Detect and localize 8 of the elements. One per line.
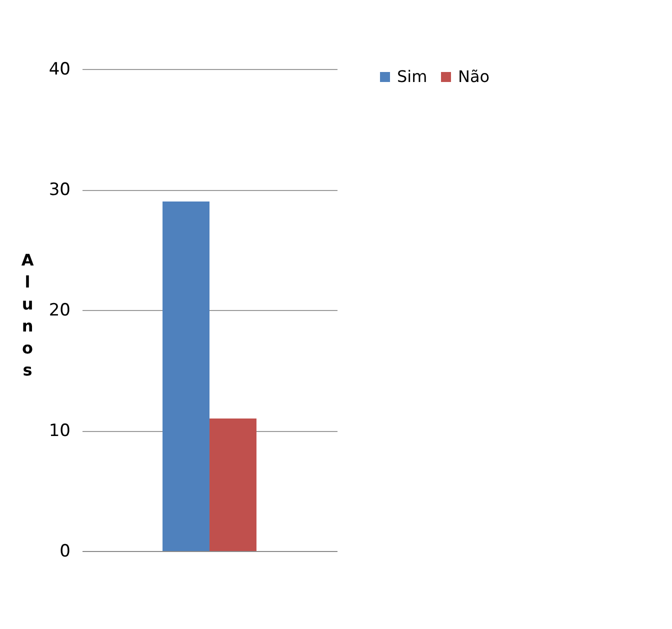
y-tick-label: 20 xyxy=(48,300,70,320)
y-tick-label: 10 xyxy=(48,421,70,441)
y-axis-title: Alunos xyxy=(21,250,34,380)
y-tick-label: 30 xyxy=(48,180,70,200)
legend-label: Não xyxy=(458,67,490,86)
y-tick-label: 40 xyxy=(48,60,70,80)
y-tick-label: 0 xyxy=(60,542,70,562)
legend-label: Sim xyxy=(397,67,428,86)
